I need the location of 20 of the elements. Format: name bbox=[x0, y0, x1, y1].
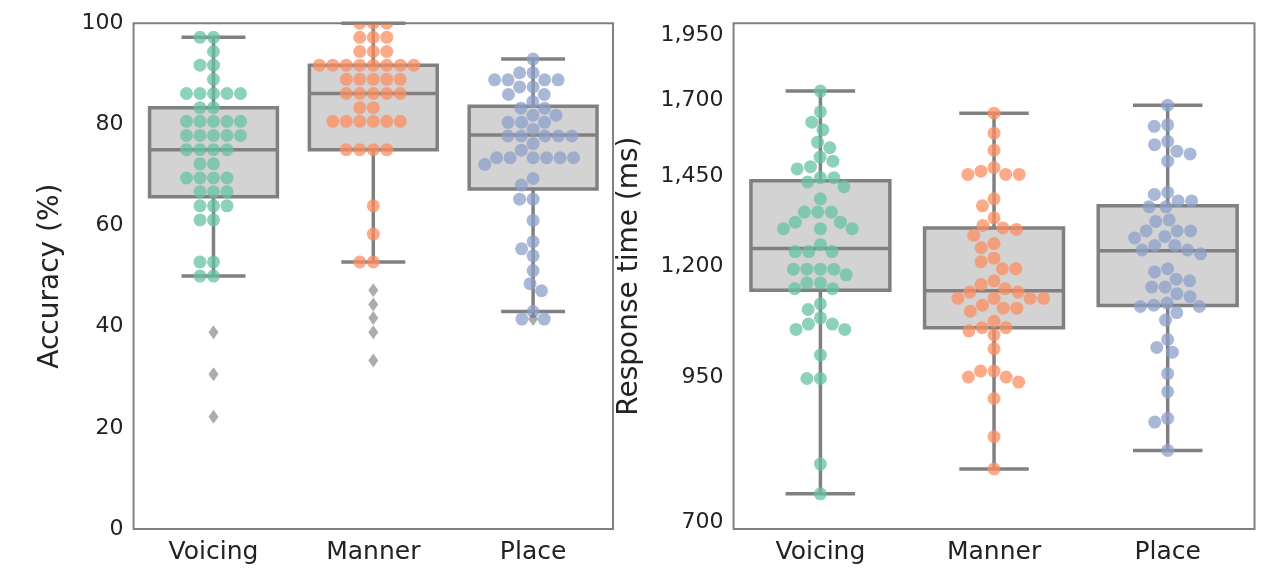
y-tick-label: 20 bbox=[95, 413, 124, 439]
y-axis-title: Accuracy (%) bbox=[32, 183, 66, 369]
y-axis-title: Response time (ms) bbox=[611, 136, 645, 416]
y-tick-label: 60 bbox=[95, 211, 124, 237]
y-tick-label: 100 bbox=[81, 8, 124, 34]
y-tick-label: 40 bbox=[95, 312, 124, 338]
x-tick-label: Place bbox=[1134, 535, 1201, 565]
y-tick-label: 80 bbox=[95, 110, 124, 136]
y-tick-label: 950 bbox=[681, 362, 724, 388]
y-tick-label: 1,950 bbox=[660, 20, 724, 46]
y-tick-label: 1,450 bbox=[660, 161, 724, 187]
x-tick-label: Place bbox=[499, 535, 567, 565]
y-tick-label: 0 bbox=[109, 514, 124, 540]
x-tick-label: Voicing bbox=[168, 535, 259, 565]
x-tick-label: Manner bbox=[326, 535, 422, 565]
y-tick-label: 1,700 bbox=[660, 86, 724, 112]
y-tick-label: 700 bbox=[681, 507, 724, 533]
x-tick-label: Voicing bbox=[775, 535, 866, 565]
y-tick-label: 1,200 bbox=[660, 251, 724, 277]
x-tick-label: Manner bbox=[946, 535, 1042, 565]
